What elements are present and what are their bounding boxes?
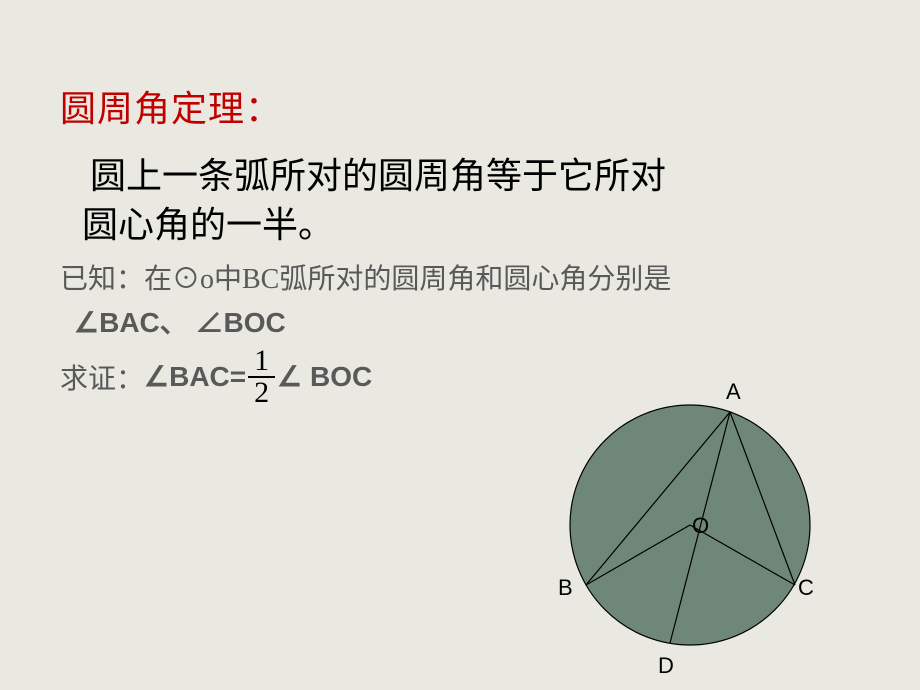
theorem-title: 圆周角定理： [60,80,860,132]
circle-diagram: A B C O D [540,375,850,690]
fraction-numerator: 1 [248,346,275,378]
theorem-statement: 圆上一条弧所对的圆周角等于它所对 圆心角的一半。 [90,152,860,249]
label-o: O [692,513,709,539]
theorem-line-2: 圆心角的一半。 [82,201,860,250]
slide: 圆周角定理： 圆上一条弧所对的圆周角等于它所对 圆心角的一半。 已知：在⊙o中B… [0,0,920,690]
given-angles: ∠BAC、 ∠BOC [74,301,860,341]
theorem-line-1: 圆上一条弧所对的圆周角等于它所对 [90,156,666,196]
prove-rhs: ∠ BOC [277,360,372,393]
label-c: C [798,575,814,601]
label-b: B [558,575,573,601]
label-a: A [726,379,741,405]
label-d: D [658,653,674,679]
prove-prefix: 求证： [60,357,144,397]
one-half-fraction: 1 2 [248,346,275,408]
prove-lhs: ∠BAC= [144,360,246,393]
fraction-denominator: 2 [248,378,275,408]
given-text: 已知：在⊙o中BC弧所对的圆周角和圆心角分别是 [60,261,860,299]
